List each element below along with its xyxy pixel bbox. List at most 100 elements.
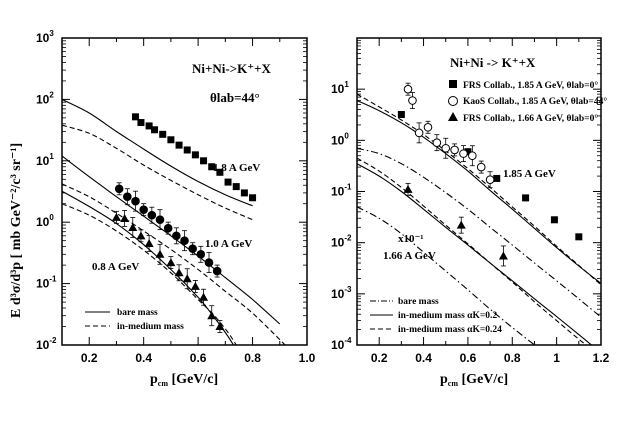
legend-marker-square	[449, 80, 457, 88]
legend-marker-triangle	[448, 112, 458, 121]
data-point-open-circle	[423, 122, 433, 132]
data-point-circle	[131, 196, 140, 206]
data-point-triangle	[182, 274, 192, 283]
data-point-triangle	[199, 292, 209, 301]
data-point-triangle	[207, 311, 217, 320]
legend-label-frs-1.66: FRS Collab., 1.66 A GeV, θlab=0°	[463, 113, 598, 124]
data-point-triangle	[120, 213, 130, 222]
y-tick-label: 103	[36, 29, 54, 45]
data-point-triangle	[215, 322, 225, 331]
y-tick-label: 101	[36, 152, 54, 168]
data-point-circle	[147, 210, 157, 220]
y-tick-label: 10-1	[331, 183, 352, 199]
y-tick-label: 10-1	[36, 275, 57, 291]
data-point-open-circle	[485, 175, 495, 185]
data-point-triangle	[456, 220, 466, 229]
data-point-triangle	[174, 268, 184, 277]
annotation-x10-scale: x10⁻¹	[398, 233, 424, 245]
x-tick-label: 0.6	[190, 351, 207, 365]
left-y-axis-label: E d³σ/d³p [ mb GeV⁻²/c³ sr⁻¹]	[9, 143, 24, 318]
right-y-tick-labels: 10-4 10-3 10-2 10-1 100 101	[331, 80, 352, 352]
data-point-open-circle	[476, 162, 486, 172]
left-panel: 10-2 10-1 100 101 102 103 0.2 0.4 0.6 0.8 1.0 Ni+…	[9, 29, 316, 388]
data-point-circle	[123, 192, 132, 202]
right-axis-ticks	[356, 37, 602, 346]
legend-label-kaos-1.85: KaoS Collab., 1.85 A GeV, θlab=44°	[463, 96, 607, 107]
data-point-square	[159, 130, 167, 138]
series-curve-dashed	[62, 203, 237, 345]
data-point-square	[137, 119, 145, 127]
data-point-triangle	[166, 258, 176, 267]
data-point-square	[216, 168, 224, 176]
data-point-circle	[212, 266, 222, 276]
data-point-triangle	[190, 281, 200, 290]
data-point-circle	[196, 250, 206, 259]
data-point-square	[224, 178, 232, 186]
data-point-square	[397, 110, 405, 118]
data-point-triangle	[403, 184, 413, 193]
x-tick-label: 0.2	[371, 351, 388, 365]
legend-label-alpha-0.2: in-medium mass αK=0.2	[398, 311, 497, 321]
y-tick-label: 100	[331, 131, 349, 147]
y-tick-label: 10-2	[331, 234, 352, 250]
y-tick-label: 10-2	[36, 336, 57, 352]
data-point-square	[175, 141, 183, 149]
left-x-axis-label: pcm [GeV/c]	[150, 372, 218, 388]
data-point-circle	[180, 236, 189, 245]
series-curve-solid	[357, 100, 601, 284]
data-point-open-circle	[441, 143, 451, 153]
left-curves	[62, 98, 286, 345]
series-curve-dashdot	[357, 147, 601, 318]
data-point-open-circle	[408, 96, 417, 105]
data-point-triangle	[136, 231, 146, 240]
data-point-circle	[172, 231, 181, 241]
data-point-square	[522, 194, 530, 202]
data-point-square	[550, 216, 558, 224]
legend-label-in-medium-mass: in-medium mass	[117, 322, 184, 332]
right-x-tick-labels: 0.2 0.4 0.6 0.8 1 1.2	[371, 351, 610, 365]
data-point-open-circle	[403, 84, 413, 94]
right-panel-title: Ni+Ni -> K⁺+X	[450, 55, 536, 70]
x-tick-label: 1.0	[299, 351, 316, 365]
series-curve-dashed	[62, 183, 286, 345]
data-point-triangle	[155, 249, 165, 258]
data-point-square	[167, 136, 175, 144]
right-marker-legend: FRS Collab., 1.85 A GeV, θlab=0° KaoS Co…	[448, 80, 607, 124]
data-point-triangle	[111, 212, 121, 221]
annotation-0.8-agev: 0.8 A GeV	[92, 261, 139, 273]
annotation-1.85-agev: 1.85 A GeV	[503, 168, 556, 180]
left-panel-title: Ni+Ni->K⁺+X	[192, 61, 272, 76]
legend-label-alpha-0.24: in-medium mass αK=0.24	[398, 325, 502, 335]
series-curve-solid	[62, 155, 281, 325]
data-point-square	[151, 126, 159, 134]
left-legend: bare mass in-medium mass	[85, 308, 184, 332]
legend-label-right-bare-mass: bare mass	[398, 297, 439, 307]
data-point-square	[249, 194, 257, 202]
data-point-triangle	[128, 222, 138, 231]
series-curve-dashed	[357, 157, 588, 345]
data-point-open-circle	[468, 151, 477, 161]
right-legend: bare mass in-medium mass αK=0.2 in-mediu…	[370, 297, 502, 335]
left-axis-ticks	[61, 37, 308, 346]
left-y-tick-labels: 10-2 10-1 100 101 102 103	[36, 29, 57, 352]
data-point-square	[240, 189, 248, 197]
data-point-open-circle	[450, 145, 459, 155]
annotation-1.66-agev: 1.66 A GeV	[383, 250, 436, 262]
data-point-open-circle	[432, 138, 442, 147]
data-point-circle	[139, 205, 148, 214]
x-tick-label: 0.8	[244, 351, 261, 365]
data-point-square	[493, 174, 501, 182]
data-point-square	[232, 183, 240, 191]
y-tick-label: 102	[36, 90, 54, 106]
x-tick-label: 0.4	[135, 351, 152, 365]
left-x-tick-labels: 0.2 0.4 0.6 0.8 1.0	[81, 351, 316, 365]
left-angle-label: θlab=44°	[210, 90, 260, 105]
data-point-open-circle	[414, 128, 424, 138]
x-tick-label: 0.2	[81, 351, 98, 365]
y-tick-label: 100	[36, 213, 54, 229]
data-point-square	[208, 163, 216, 171]
series-curve-dashed	[62, 124, 253, 221]
data-point-circle	[155, 215, 165, 224]
